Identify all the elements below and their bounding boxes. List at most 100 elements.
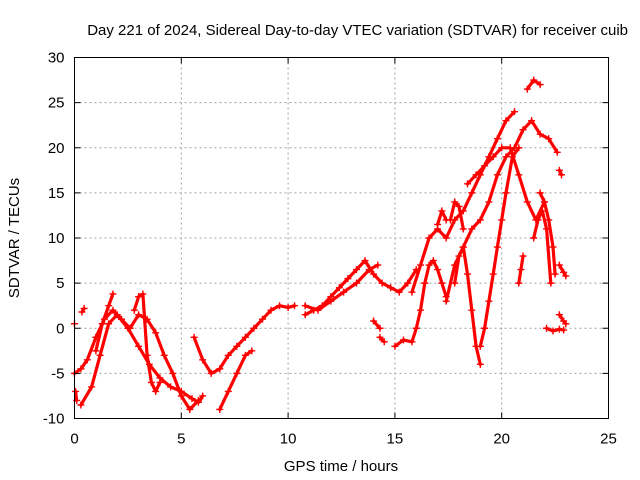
data-point — [434, 266, 442, 274]
data-point — [489, 270, 497, 278]
data-point — [80, 304, 88, 312]
series-track-16 — [451, 243, 484, 368]
data-point — [109, 306, 117, 314]
series-track-25 — [555, 311, 570, 328]
data-point — [553, 148, 561, 156]
data-point — [380, 338, 388, 346]
y-tick-label: 5 — [56, 275, 64, 292]
data-point — [188, 395, 196, 403]
data-point — [451, 279, 459, 287]
data-point — [399, 336, 407, 344]
data-point — [258, 315, 266, 323]
series-line — [557, 313, 568, 326]
data-point — [455, 202, 463, 210]
data-point — [476, 216, 484, 224]
data-point — [464, 180, 472, 188]
data-point — [442, 234, 450, 242]
data-point — [528, 117, 536, 125]
series-track-4 — [130, 290, 164, 395]
data-point — [186, 405, 194, 413]
data-point — [284, 303, 292, 311]
series-line — [557, 263, 568, 278]
data-point — [327, 297, 335, 305]
data-point — [224, 351, 232, 359]
data-point — [517, 266, 525, 274]
data-point — [555, 311, 563, 319]
x-tick-label: 10 — [280, 431, 297, 448]
data-point — [468, 225, 476, 233]
data-point — [538, 207, 546, 215]
data-point — [113, 311, 121, 319]
data-point — [536, 189, 544, 197]
data-point — [98, 320, 106, 328]
series-line — [444, 119, 559, 303]
series-line — [371, 319, 382, 330]
series-line — [303, 259, 418, 317]
data-point — [404, 279, 412, 287]
data-point — [429, 257, 437, 265]
data-point — [459, 243, 467, 251]
series-track-24 — [555, 261, 570, 280]
data-point — [152, 329, 160, 337]
data-point — [536, 81, 544, 89]
data-point — [438, 279, 446, 287]
y-tick-label: -10 — [43, 411, 65, 428]
data-point — [540, 198, 548, 206]
data-point — [77, 401, 85, 409]
data-point — [511, 108, 519, 116]
data-point — [515, 279, 523, 287]
data-point — [506, 144, 514, 152]
data-point — [378, 279, 386, 287]
series-track-23 — [555, 166, 566, 179]
series-track-15 — [446, 198, 467, 233]
data-point — [224, 387, 232, 395]
data-point — [545, 135, 553, 143]
y-tick-label: 25 — [48, 95, 65, 112]
data-point — [340, 288, 348, 296]
y-tick-label: -5 — [51, 365, 64, 382]
data-point — [78, 308, 86, 316]
data-point — [455, 252, 463, 260]
data-point — [468, 306, 476, 314]
data-point — [344, 275, 352, 283]
data-point — [376, 333, 384, 341]
series-track-27 — [72, 387, 81, 404]
series-track-17 — [476, 144, 523, 350]
data-point — [361, 257, 369, 265]
data-point — [248, 347, 256, 355]
data-point — [370, 270, 378, 278]
data-point — [143, 351, 151, 359]
data-point — [425, 261, 433, 269]
data-point — [199, 356, 207, 364]
data-point — [485, 297, 493, 305]
data-point — [135, 311, 143, 319]
data-point — [314, 306, 322, 314]
series-track-6 — [216, 347, 256, 413]
series-track-29 — [78, 304, 88, 316]
data-point — [301, 311, 309, 319]
data-point — [241, 333, 249, 341]
data-point — [417, 306, 425, 314]
series-track-1 — [71, 306, 202, 413]
series-track-21 — [515, 252, 527, 287]
data-point — [468, 189, 476, 197]
x-tick-label: 15 — [387, 431, 404, 448]
y-tick-label: 0 — [56, 320, 64, 337]
data-point — [291, 302, 299, 310]
data-point — [156, 378, 164, 386]
data-point — [417, 261, 425, 269]
data-point — [558, 171, 566, 179]
data-point — [523, 85, 531, 93]
data-point — [233, 369, 241, 377]
data-point — [485, 198, 493, 206]
data-point — [370, 317, 378, 325]
data-point — [502, 153, 510, 161]
series-track-5 — [190, 302, 299, 377]
data-point — [139, 290, 147, 298]
data-point — [147, 378, 155, 386]
data-point — [194, 398, 202, 406]
data-point — [498, 216, 506, 224]
data-point — [515, 144, 523, 152]
data-point — [560, 268, 568, 276]
